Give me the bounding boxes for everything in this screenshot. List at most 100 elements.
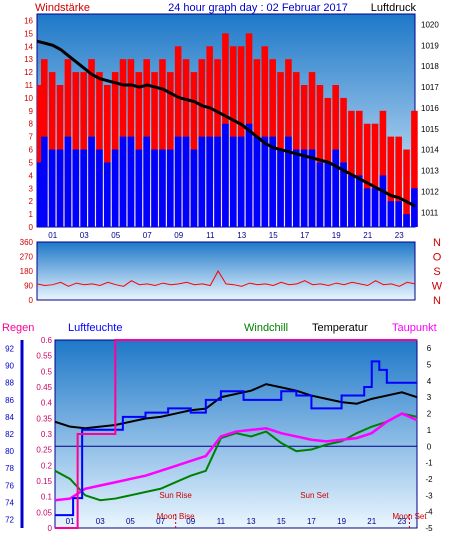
wind_avg-bar bbox=[174, 136, 182, 227]
wind-y-tick: 1 bbox=[29, 210, 34, 219]
pressure-line bbox=[36, 39, 416, 208]
temp-y-tick: 2 bbox=[427, 410, 432, 419]
climate-x-tick: 15 bbox=[277, 517, 286, 526]
wind_avg-bar bbox=[237, 136, 245, 227]
wind_avg-bar bbox=[96, 149, 103, 227]
windchill-line bbox=[54, 412, 418, 502]
climate-legend: Regen Luftfeuchte Windchill Temperatur Taupu… bbox=[2, 322, 437, 334]
wind_avg-bar bbox=[127, 136, 135, 227]
wind-y-tick: 3 bbox=[29, 184, 34, 193]
wind_avg-bar bbox=[363, 188, 371, 227]
pressure-y-tick: 1017 bbox=[421, 83, 439, 92]
wind-y-tick: 7 bbox=[29, 133, 34, 142]
wind_avg-bar bbox=[222, 123, 229, 227]
climate-x-tick: 17 bbox=[307, 517, 316, 526]
direction-y-tick: 360 bbox=[20, 238, 34, 247]
legend-entry: Windchill bbox=[244, 322, 288, 334]
temp-y-tick: 3 bbox=[427, 393, 432, 402]
humidity-y-tick: 90 bbox=[5, 362, 14, 371]
rain-y-tick: 0.2 bbox=[41, 461, 53, 470]
wind-y-tick: 9 bbox=[29, 107, 34, 116]
wind-y-tick: 2 bbox=[29, 197, 34, 206]
wind_avg-bar bbox=[143, 136, 150, 227]
humidity-y-tick: 88 bbox=[5, 379, 14, 388]
pressure-y-tick: 1014 bbox=[421, 146, 439, 155]
climate-panel: Regen Luftfeuchte Windchill Temperatur Taupu… bbox=[2, 322, 437, 533]
wind-x-tick: 13 bbox=[237, 231, 246, 240]
wind_avg-bar bbox=[198, 136, 206, 227]
wind_gust-bar bbox=[387, 136, 395, 227]
wind_avg-bar bbox=[395, 201, 402, 227]
wind_gust-bar bbox=[316, 85, 324, 227]
wind-y-tick: 12 bbox=[24, 68, 33, 77]
temp-y-tick: 0 bbox=[427, 442, 432, 451]
wind-x-tick: 01 bbox=[48, 231, 57, 240]
humidity-y-tick: 92 bbox=[5, 345, 14, 354]
humidity-y-tick: 72 bbox=[5, 515, 14, 524]
wind-pressure-panel: 0123456789101112131415161011101210131014… bbox=[24, 13, 439, 240]
wind_avg-bar bbox=[64, 136, 72, 227]
climate-x-tick: 01 bbox=[66, 517, 75, 526]
wind_avg-bar bbox=[190, 149, 198, 227]
wind-x-tick: 07 bbox=[143, 231, 152, 240]
legend-entry: Temperatur bbox=[312, 322, 368, 334]
wind_avg-bar bbox=[293, 149, 300, 227]
wind_gust-bar bbox=[363, 123, 371, 227]
wind-x-tick: 11 bbox=[206, 231, 215, 240]
temp-y-tick: 1 bbox=[427, 426, 432, 435]
rain-y-tick: 0.05 bbox=[36, 508, 52, 517]
wind_gust-bar bbox=[356, 110, 363, 227]
temp-y-tick: -2 bbox=[425, 475, 433, 484]
wind-axes-group: 0123456789101112131415161011101210131014… bbox=[24, 16, 439, 240]
wind_avg-bar bbox=[72, 149, 80, 227]
temp-y-tick: 4 bbox=[427, 377, 432, 386]
wind_avg-bar bbox=[104, 162, 111, 227]
climate-x-tick: 13 bbox=[247, 517, 256, 526]
wind_avg-bar bbox=[356, 175, 363, 227]
wind-y-tick: 0 bbox=[29, 223, 34, 232]
direction-y-tick: 270 bbox=[20, 253, 34, 262]
direction-axes-group: 0 N 90 W 180 S 270 O 360 N bbox=[20, 237, 443, 307]
wind-y-tick: 15 bbox=[24, 29, 33, 38]
pressure-y-tick: 1015 bbox=[421, 125, 439, 134]
humidity-y-tick: 86 bbox=[5, 396, 14, 405]
wind-y-tick: 10 bbox=[24, 94, 33, 103]
temp-y-tick: 6 bbox=[427, 344, 432, 353]
direction-compass-label: O bbox=[433, 252, 442, 264]
temp-y-tick: -4 bbox=[425, 508, 433, 517]
rain-y-tick: 0.5 bbox=[41, 367, 53, 376]
pressure-y-tick: 1018 bbox=[421, 62, 439, 71]
wind_avg-bar bbox=[151, 149, 158, 227]
dewpoint-line bbox=[54, 412, 418, 502]
humidity-y-tick: 82 bbox=[5, 430, 14, 439]
rain-y-tick: 0 bbox=[48, 524, 53, 533]
rain-line bbox=[55, 339, 417, 529]
wind_avg-bar bbox=[182, 136, 190, 227]
pressure-y-tick: 1013 bbox=[421, 167, 439, 176]
rain-y-tick: 0.35 bbox=[36, 414, 52, 423]
wind_avg-bar bbox=[80, 149, 87, 227]
rain-y-tick: 0.45 bbox=[36, 383, 52, 392]
wind_gust-bar bbox=[104, 85, 111, 227]
wind_gust-bar bbox=[174, 46, 182, 227]
wind-y-tick: 4 bbox=[29, 171, 34, 180]
rain-y-tick: 0.1 bbox=[41, 493, 53, 502]
wind_avg-bar bbox=[316, 162, 324, 227]
header-title: 24 hour graph day : 02 Februar 2017 bbox=[168, 2, 348, 14]
pressure-y-tick: 1016 bbox=[421, 104, 439, 113]
direction-line bbox=[36, 269, 416, 287]
wind_avg-bar bbox=[340, 162, 347, 227]
wind_gust-bar bbox=[261, 46, 269, 227]
wind_avg-bar bbox=[371, 188, 379, 227]
climate-axes-group: 72 74 76 78 80 82 84 86 88 90 92 0 0.05 0.1 0.15 0.2 0.2… bbox=[5, 336, 433, 533]
wind_avg-bar bbox=[159, 149, 166, 227]
rain-y-tick: 0.6 bbox=[41, 336, 53, 345]
wind_avg-bar bbox=[411, 188, 418, 227]
rain-y-tick: 0.25 bbox=[36, 446, 52, 455]
wind-y-tick: 8 bbox=[29, 120, 34, 129]
wind_avg-bar bbox=[332, 149, 339, 227]
direction-compass-label: W bbox=[432, 281, 443, 293]
wind-x-tick: 21 bbox=[363, 231, 372, 240]
wind_avg-bar bbox=[119, 136, 127, 227]
wind_gust-bar bbox=[395, 136, 402, 227]
